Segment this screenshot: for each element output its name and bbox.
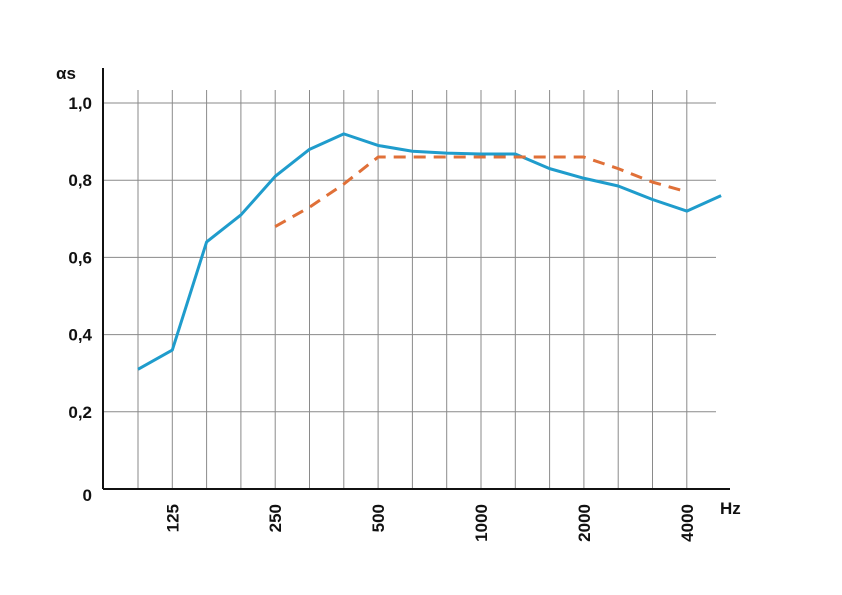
x-tick-label: 2000 [575,504,594,542]
y-tick-label: 0,4 [68,326,92,345]
x-tick-label: 1000 [472,504,491,542]
y-tick-label: 0,6 [68,248,92,267]
axes [102,68,730,490]
y-tick-label: 0,8 [68,171,92,190]
x-tick-label: 125 [163,504,182,532]
y-tick-labels: 0 0,2 0,4 0,6 0,8 1,0 [68,94,92,505]
horizontal-gridlines [103,102,716,413]
x-tick-label: 4000 [678,504,697,542]
y-tick-label: 0,2 [68,403,92,422]
x-tick-labels: 125 250 500 1000 2000 4000 [163,504,697,542]
series-line-1 [137,132,722,371]
y-tick-label: 0 [83,486,92,505]
x-tick-label: 250 [266,504,285,532]
y-tick-label: 1,0 [68,94,92,113]
series-line-2 [274,155,688,228]
series-layer [137,132,722,371]
y-axis-title: αs [56,64,76,83]
x-tick-label: 500 [369,504,388,532]
x-axis-title: Hz [720,499,741,518]
